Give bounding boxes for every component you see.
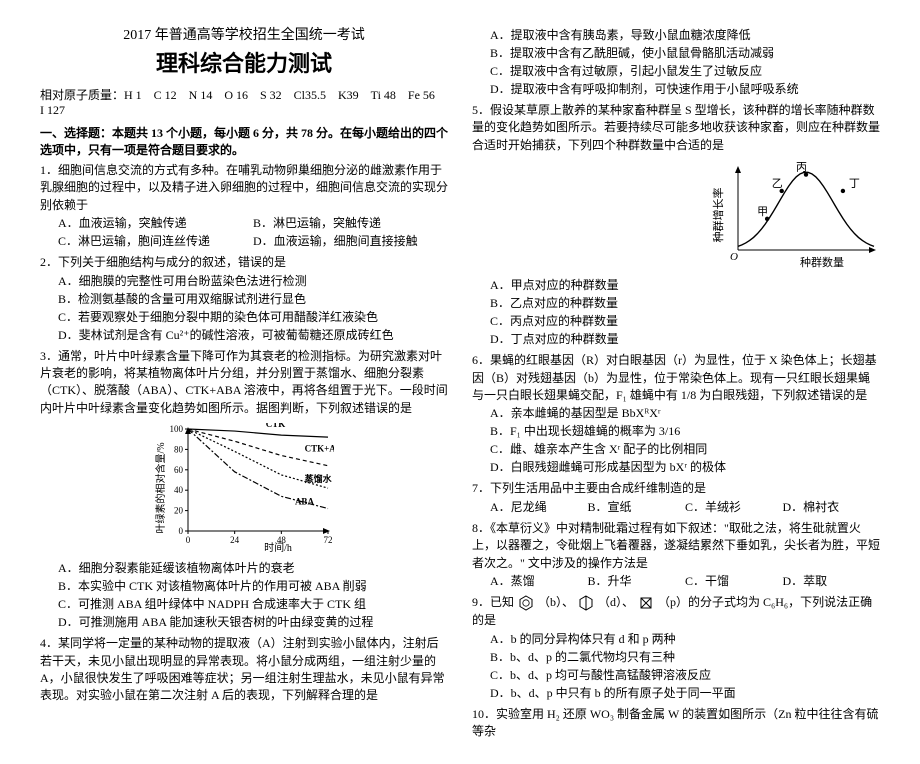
q7-stem: 7．下列生活用品中主要由合成纤维制造的是: [472, 481, 706, 495]
svg-text:0: 0: [179, 526, 184, 536]
q2-opt-a: A．细胞膜的完整性可用台盼蓝染色法进行检测: [58, 272, 448, 290]
svg-text:100: 100: [170, 424, 184, 434]
q3-opt-b: B．本实验中 CTK 对该植物离体叶片的作用可被 ABA 削弱: [58, 577, 448, 595]
q5-opt-a: A．甲点对应的种群数量: [490, 276, 880, 294]
q9-opt-d: D．b、d、p 中只有 b 的所有原子处于同一平面: [490, 684, 880, 702]
exam-title: 理科综合能力测试: [40, 46, 448, 78]
svg-text:CTK: CTK: [266, 423, 286, 429]
q1-opt-c: C．淋巴运输，胞间连丝传递: [58, 232, 253, 250]
q8-opt-c: C．干馏: [685, 572, 783, 590]
q7-opt-c: C．羊绒衫: [685, 498, 783, 516]
question-10: 10．实验室用 H₂ 还原 WO₃ 制备金属 W 的装置如图所示（Zn 粒中往往…: [472, 706, 880, 741]
svg-text:叶绿素的相对含量/%: 叶绿素的相对含量/%: [154, 443, 167, 534]
q6-opt-c: C．雌、雄亲本产生含 Xʳ 配子的比例相同: [490, 440, 880, 458]
q10-stem: 10．实验室用 H₂ 还原 WO₃ 制备金属 W 的装置如图所示（Zn 粒中往往…: [472, 707, 878, 738]
q1-opt-b: B．淋巴运输，突触传递: [253, 214, 448, 232]
q8-opt-b: B．升华: [588, 572, 686, 590]
q4-stem: 4．某同学将一定量的某种动物的提取液（A）注射到实验小鼠体内，注射后若干天，未见…: [40, 636, 445, 702]
q5-chart: 甲 乙 丙丁 O 种群增长率种群数量: [710, 160, 880, 270]
q5-opt-c: C．丙点对应的种群数量: [490, 312, 880, 330]
q9-stem-mid2: （d）、: [598, 595, 634, 609]
q3-opt-a: A．细胞分裂素能延缓该植物离体叶片的衰老: [58, 559, 448, 577]
q3-stem: 3．通常，叶片中叶绿素含量下降可作为其衰老的检测指标。为研究激素对叶片衰老的影响…: [40, 349, 448, 415]
q8-opt-a: A．蒸馏: [490, 572, 588, 590]
question-5: 5．假设某草原上散养的某种家畜种群呈 S 型增长，该种群的增长率随种群数量的变化…: [472, 102, 880, 348]
question-8: 8．《本草衍义》中对精制砒霜过程有如下叙述："取砒之法，将生砒就置火上，以器覆之…: [472, 520, 880, 590]
q6-opt-a: A．亲本雌蝇的基因型是 BbXᴿXʳ: [490, 404, 880, 422]
q5-stem: 5．假设某草原上散养的某种家畜种群呈 S 型增长，该种群的增长率随种群数量的变化…: [472, 103, 880, 152]
q5-opt-d: D．丁点对应的种群数量: [490, 330, 880, 348]
q7-opt-b: B．宣纸: [588, 498, 686, 516]
q9-stem-prefix: 9．已知: [472, 595, 514, 609]
q4-opt-b: B．提取液中含有乙酰胆碱，使小鼠鼠骨骼肌活动减弱: [490, 44, 880, 62]
q8-stem: 8．《本草衍义》中对精制砒霜过程有如下叙述："取砒之法，将生砒就置火上，以器覆之…: [472, 521, 880, 570]
atomic-mass-line: 相对原子质量：H 1 C 12 N 14 O 16 S 32 Cl35.5 K3…: [40, 86, 448, 118]
q3-opt-d: D．可推测施用 ABA 能加速秋天银杏树的叶由绿变黄的过程: [58, 613, 448, 631]
q8-opt-d: D．萃取: [783, 572, 881, 590]
section-1-heading: 一、选择题：本题共 13 个小题，每小题 6 分，共 78 分。在每小题给出的四…: [40, 124, 448, 158]
svg-text:丙: 丙: [796, 162, 807, 174]
question-7: 7．下列生活用品中主要由合成纤维制造的是 A．尼龙绳 B．宣纸 C．羊绒衫 D．…: [472, 480, 880, 515]
svg-text:80: 80: [174, 445, 184, 455]
q2-opt-b: B．检测氨基酸的含量可用双缩脲试剂进行显色: [58, 290, 448, 308]
svg-text:种群增长率: 种群增长率: [711, 188, 725, 243]
svg-text:0: 0: [186, 535, 191, 545]
q2-opt-d: D．斐林试剂是含有 Cu²⁺的碱性溶液，可被葡萄糖还原成砖红色: [58, 326, 448, 344]
svg-text:60: 60: [174, 465, 184, 475]
q9-opt-c: C．b、d、p 均可与酸性高锰酸钾溶液反应: [490, 666, 880, 684]
q2-opt-c: C．若要观察处于细胞分裂中期的染色体可用醋酸洋红液染色: [58, 308, 448, 326]
question-3: 3．通常，叶片中叶绿素含量下降可作为其衰老的检测指标。为研究激素对叶片衰老的影响…: [40, 348, 448, 632]
q6-opt-b: B．F₁ 中出现长翅雄蝇的概率为 3/16: [490, 422, 880, 440]
question-2: 2．下列关于细胞结构与成分的叙述，错误的是 A．细胞膜的完整性可用台盼蓝染色法进…: [40, 254, 448, 343]
svg-text:乙: 乙: [772, 177, 783, 190]
svg-text:20: 20: [174, 506, 184, 516]
svg-text:40: 40: [174, 485, 184, 495]
q7-opt-d: D．棉衬衣: [783, 498, 881, 516]
q4-opt-c: C．提取液中含有过敏原，引起小鼠发生了过敏反应: [490, 62, 880, 80]
q6-stem: 6．果蝇的红眼基因（R）对白眼基因（r）为显性，位于 X 染色体上；长翅基因（B…: [472, 353, 877, 402]
question-4: 4．某同学将一定量的某种动物的提取液（A）注射到实验小鼠体内，注射后若干天，未见…: [40, 635, 448, 705]
question-1: 1．细胞间信息交流的方式有多种。在哺乳动物卵巢细胞分泌的雌激素作用于乳腺细胞的过…: [40, 162, 448, 250]
q9-opt-a: A．b 的同分异构体只有 d 和 p 两种: [490, 630, 880, 648]
q3-opt-c: C．可推测 ABA 组叶绿体中 NADPH 合成速率大于 CTK 组: [58, 595, 448, 613]
q1-opt-a: A．血液运输，突触传递: [58, 214, 253, 232]
svg-text:甲: 甲: [757, 206, 768, 218]
exam-year-line: 2017 年普通高等学校招生全国统一考试: [40, 24, 448, 44]
svg-text:蒸馏水: 蒸馏水: [305, 473, 333, 484]
q9-stem-mid1: （b）、: [538, 595, 574, 609]
prismane-icon: [637, 594, 655, 612]
q7-opt-a: A．尼龙绳: [490, 498, 588, 516]
q9-opt-b: B．b、d、p 的二氯代物均只有三种: [490, 648, 880, 666]
svg-text:种群数量: 种群数量: [800, 255, 844, 269]
svg-text:72: 72: [324, 535, 333, 545]
q6-opt-d: D．白眼残翅雌蝇可形成基因型为 bXʳ 的极体: [490, 458, 880, 476]
q5-opt-b: B．乙点对应的种群数量: [490, 294, 880, 312]
svg-text:CTK+ABA: CTK+ABA: [305, 444, 334, 454]
svg-text:24: 24: [230, 535, 240, 545]
q1-opt-d: D．血液运输，细胞间直接接触: [253, 232, 448, 250]
svg-text:丁: 丁: [849, 178, 860, 190]
svg-text:ABA: ABA: [295, 497, 315, 507]
q4-opt-a: A．提取液中含有胰岛素，导致小鼠血糖浓度降低: [490, 26, 880, 44]
dewar-icon: [577, 594, 595, 612]
svg-text:O: O: [730, 251, 738, 263]
question-9: 9．已知 （b）、 （d）、 （p）的分子式均为 C₆H₆，下列说法正确的是 A…: [472, 594, 880, 702]
q4-opt-d: D．提取液中含有呼吸抑制剂，可快速作用于小鼠呼吸系统: [490, 80, 880, 98]
q3-chart: 0204060801000244872叶绿素的相对含量/%时间/hCTKCTK+…: [40, 423, 448, 553]
q1-stem: 1．细胞间信息交流的方式有多种。在哺乳动物卵巢细胞分泌的雌激素作用于乳腺细胞的过…: [40, 163, 448, 212]
question-6: 6．果蝇的红眼基因（R）对白眼基因（r）为显性，位于 X 染色体上；长翅基因（B…: [472, 352, 880, 476]
q2-stem: 2．下列关于细胞结构与成分的叙述，错误的是: [40, 255, 286, 269]
benzene-icon: [517, 594, 535, 612]
svg-text:时间/h: 时间/h: [264, 541, 292, 553]
